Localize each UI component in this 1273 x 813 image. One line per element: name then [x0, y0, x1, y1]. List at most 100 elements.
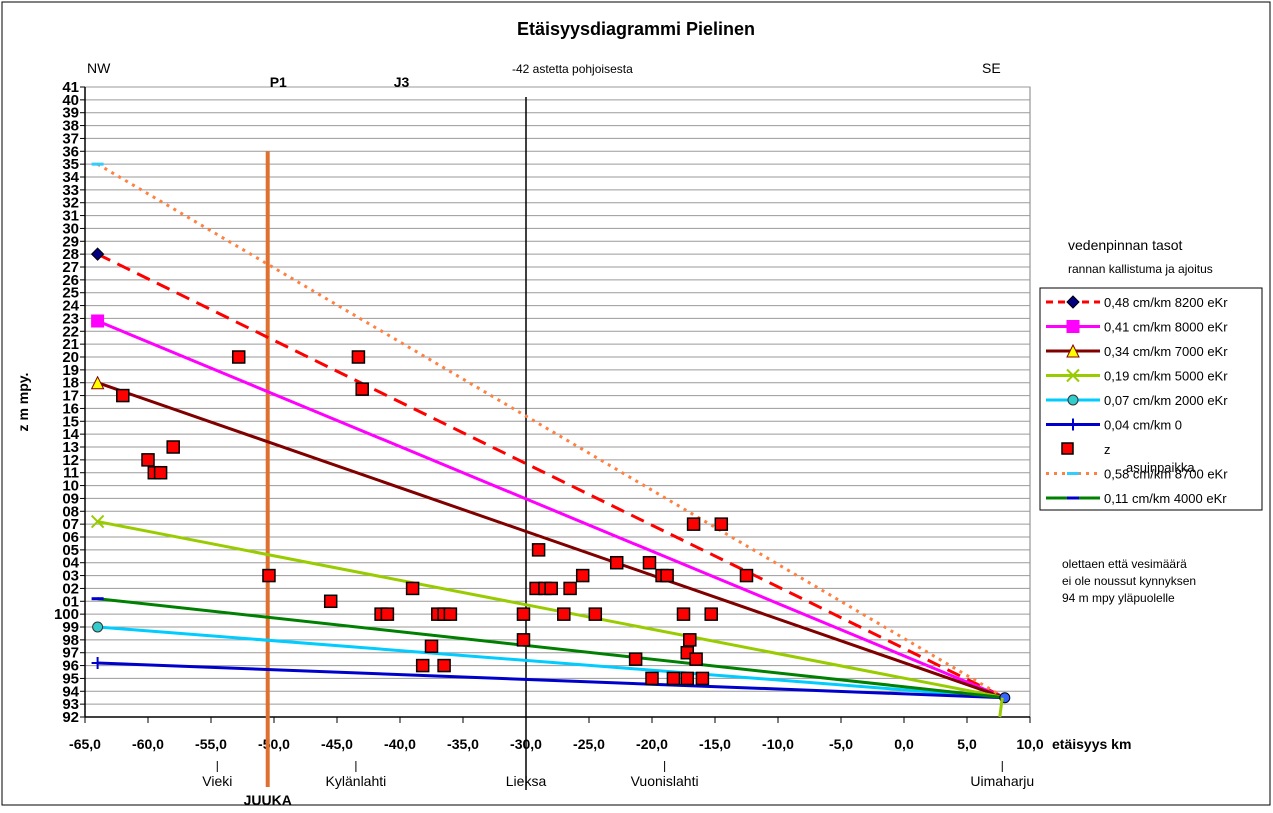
y-tick-label-121: 21: [62, 336, 79, 353]
y-tick-label-138: 38: [62, 118, 79, 135]
legend-marker-2-shape: [1066, 343, 1080, 358]
x-tick-label-0: -65,0: [69, 736, 101, 752]
p1-label: P1: [270, 74, 287, 90]
scatter-point-40: [686, 517, 701, 531]
scatter-point-28: [588, 607, 603, 621]
y-tick-label-113: 13: [62, 439, 79, 456]
x-tick-label-5: -40,0: [384, 736, 416, 752]
j3-label: J3: [394, 74, 410, 90]
series-line-3: [97, 520, 1006, 700]
legend: vedenpinnan tasot rannan kallistuma ja aj…: [1039, 237, 1263, 605]
legend-label-1: 0,41 cm/km 8000 eKr: [1104, 320, 1228, 335]
scatter-point-14: [424, 639, 439, 654]
scatter-point-7: [323, 594, 338, 609]
series-marker-start-3-shape: [90, 514, 105, 529]
y-tick-label-97: 97: [62, 645, 79, 662]
place-label-lieksa: Lieksa: [506, 773, 547, 789]
legend-title: vedenpinnan tasot: [1068, 237, 1183, 253]
y-tick-label-125: 25: [62, 285, 79, 302]
legend-label-2: 0,34 cm/km 7000 eKr: [1104, 344, 1228, 359]
scatter-point-32: [645, 671, 659, 686]
scatter-point-27: [575, 568, 590, 583]
note-line-2: 94 m mpy yläpuolelle: [1062, 591, 1175, 605]
series-marker-start-1-shape: [91, 314, 105, 328]
y-tick-label-118: 18: [62, 375, 79, 392]
series-marker-start-4: [92, 621, 104, 633]
y-tick-label-103: 03: [62, 568, 79, 585]
y-tick-label-105: 05: [62, 542, 79, 559]
juuka-label: JUUKA: [244, 792, 292, 808]
y-tick-label-141: 41: [62, 79, 79, 96]
scatter-point-24: [544, 581, 558, 596]
scatter-point-0: [116, 388, 130, 403]
y-tick-label-112: 12: [62, 452, 79, 469]
scatter-point-9: [355, 382, 369, 396]
y-tick-label-140: 40: [62, 92, 79, 109]
y-tick-label-130: 30: [62, 220, 79, 237]
y-tick-label-115: 15: [62, 413, 79, 430]
y-tick-label-96: 96: [62, 658, 79, 675]
legend-marker-0: [1066, 295, 1080, 309]
y-tick-label-133: 33: [62, 182, 79, 199]
y-tick-label-122: 22: [62, 323, 79, 340]
scatter-point-4: [166, 440, 180, 454]
y-tick-label-104: 04: [62, 555, 79, 572]
x-tick-label-1: -60,0: [132, 736, 164, 752]
y-tick-label-110: 10: [62, 478, 79, 495]
y-tick-label-99: 99: [62, 619, 79, 636]
legend-marker-5-shape: [1067, 418, 1079, 431]
y-tick-label-119: 19: [62, 362, 79, 379]
scatter-point-16: [437, 658, 451, 673]
series-line-5: [97, 661, 1005, 700]
y-tick-label-137: 37: [62, 130, 79, 147]
x-tick-label-14: 5,0: [957, 736, 977, 752]
note-line-0: olettaen että vesimäärä: [1062, 557, 1187, 571]
y-tick-label-117: 17: [62, 388, 79, 405]
chart-title: Etäisyysdiagrammi Pielinen: [517, 19, 755, 39]
asuinpaikka-label: asuinpaikka: [1126, 460, 1195, 475]
scatter-point-39: [683, 633, 697, 647]
y-tick-label-128: 28: [62, 246, 79, 263]
y-axis-title: z m mpy.: [15, 373, 31, 432]
legend-label-5: 0,04 cm/km 0: [1104, 418, 1182, 433]
series-marker-start-1: [91, 314, 105, 328]
y-tick-label-139: 39: [62, 105, 79, 122]
y-tick-label-106: 06: [62, 529, 79, 546]
y-tick-label-100: 100: [54, 606, 79, 623]
legend-swatch-z: [1061, 442, 1074, 455]
legend-label-0: 0,48 cm/km 8200 eKr: [1104, 295, 1228, 310]
y-tick-label-134: 34: [62, 169, 79, 186]
legend-marker-3-shape: [1066, 368, 1080, 383]
y-tick-label-127: 27: [62, 259, 79, 276]
scatter-point-13: [415, 658, 430, 673]
scatter-point-6: [262, 568, 276, 583]
series-marker-start-0-shape: [90, 247, 105, 261]
y-tick-label-126: 26: [62, 272, 79, 289]
scatter-point-26: [563, 581, 577, 596]
series-line-4: [97, 625, 1005, 700]
legend-label-z: z: [1104, 442, 1111, 457]
y-tick-label-120: 20: [62, 349, 79, 366]
place-label-uimaharju: Uimaharju: [970, 773, 1034, 789]
legend-label-4: 0,07 cm/km 2000 eKr: [1104, 393, 1228, 408]
series-line-7: [97, 597, 1005, 700]
place-label-kylänlahti: Kylänlahti: [326, 773, 387, 789]
x-tick-label-11: -10,0: [762, 736, 794, 752]
y-tick-label-114: 14: [62, 426, 79, 443]
legend-subtitle: rannan kallistuma ja ajoitus: [1068, 262, 1213, 276]
scatter-point-37: [680, 671, 695, 686]
legend-marker-4: [1067, 394, 1079, 406]
note-line-1: ei ole noussut kynnyksen: [1062, 574, 1196, 588]
series-marker-start-3: [90, 514, 105, 529]
legend-marker-5: [1067, 418, 1079, 431]
scatter-point-45: [739, 568, 754, 583]
y-tick-label-101: 01: [62, 593, 79, 610]
x-tick-label-9: -20,0: [636, 736, 668, 752]
series-marker-start-5-shape: [91, 657, 104, 669]
y-tick-label-93: 93: [62, 696, 79, 713]
plot-area: 9293949596979899100010203040506070809101…: [15, 60, 1131, 808]
se-label: SE: [982, 60, 1001, 76]
plot-background: [84, 86, 1031, 718]
scatter-point-43: [704, 607, 718, 621]
scatter-point-34: [660, 568, 674, 583]
